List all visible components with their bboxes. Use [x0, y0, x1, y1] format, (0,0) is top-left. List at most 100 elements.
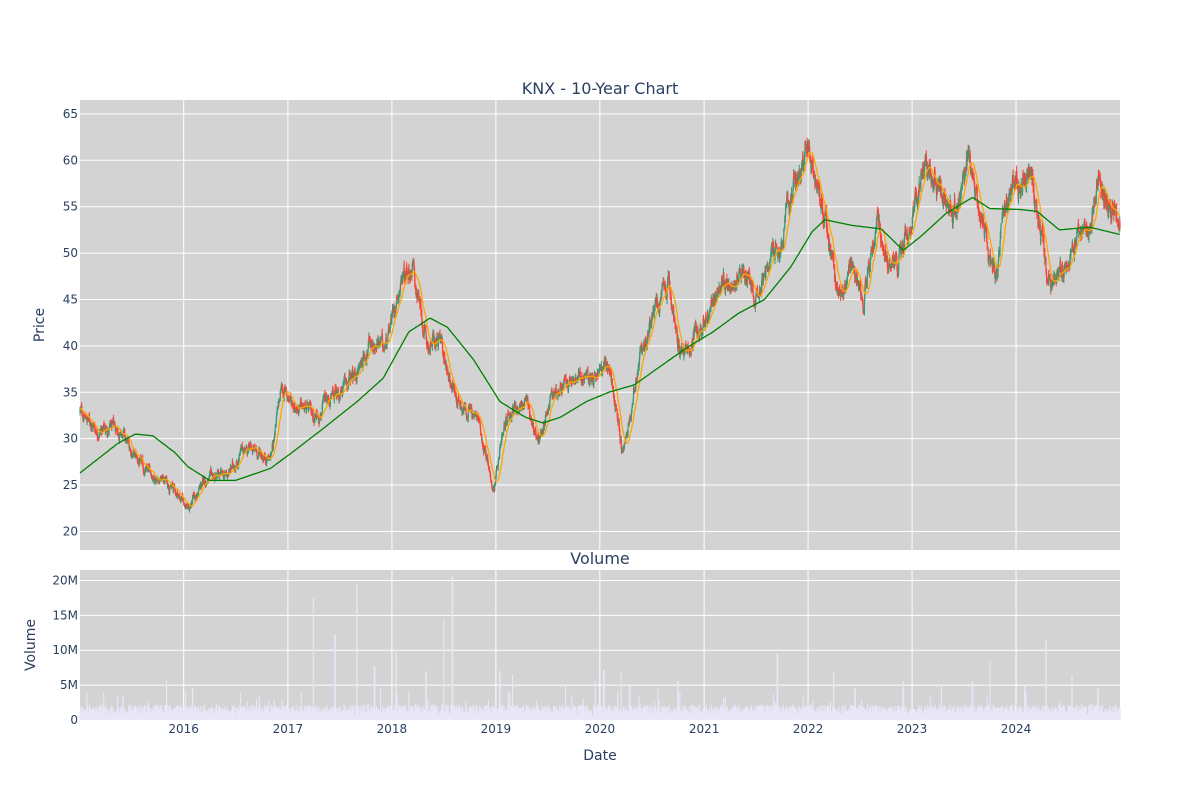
candle-body [509, 414, 511, 420]
candle-body [880, 240, 883, 245]
candle-body [512, 407, 514, 409]
candle-body [463, 404, 466, 409]
candle-body [603, 359, 606, 362]
candle-body [93, 424, 95, 426]
candle-body [984, 225, 986, 231]
candle-body [940, 181, 942, 192]
candle-body [324, 400, 326, 402]
candle-body [704, 316, 707, 326]
candle-body [665, 298, 667, 300]
candle-body [1042, 235, 1044, 240]
candle-body [1040, 234, 1042, 242]
candle-body [441, 338, 443, 346]
candle-body [968, 152, 970, 158]
candle-body [405, 273, 407, 281]
candle-body [83, 415, 85, 421]
candle-body [603, 362, 605, 366]
candle-body [131, 455, 133, 458]
candle-body [986, 230, 988, 237]
candle-body [986, 241, 988, 249]
candle-body [761, 280, 763, 289]
candle-body [938, 181, 941, 189]
candle-body [200, 487, 202, 489]
candle-body [717, 293, 719, 294]
candle-body [1036, 211, 1038, 215]
candle-body [771, 247, 773, 252]
candle-body [675, 328, 677, 332]
candle-body [803, 162, 805, 167]
candle-body [415, 285, 417, 295]
candle-body [692, 339, 694, 347]
candle-body [102, 427, 104, 429]
candle-body [779, 254, 781, 258]
candle-body [873, 246, 875, 249]
candle-body [480, 432, 482, 435]
candle-body [521, 403, 523, 408]
candle-body [831, 251, 833, 256]
candle-body [183, 500, 185, 504]
candle-body [514, 402, 516, 405]
candle-body [248, 446, 251, 449]
candle-body [254, 445, 256, 448]
candle-body [504, 422, 507, 429]
candle-body [90, 422, 92, 427]
candle-body [585, 373, 587, 378]
candle-body [593, 374, 595, 377]
candle-body [679, 353, 681, 356]
candle-body [719, 289, 721, 292]
candle-body [1049, 278, 1051, 284]
candle-body [925, 159, 928, 165]
candle-body [483, 450, 485, 452]
candle-body [791, 194, 793, 199]
candle-body [1043, 239, 1045, 252]
candle-body [643, 344, 645, 349]
candle-body [653, 308, 655, 314]
candle-body [1026, 170, 1028, 172]
candle-body [368, 337, 370, 339]
candle-body [695, 325, 697, 331]
candle-body [502, 432, 504, 435]
candle-body [829, 245, 831, 252]
candle-body [91, 425, 93, 427]
candle-body [625, 433, 627, 436]
candle-body [894, 255, 897, 257]
candle-body [488, 466, 490, 470]
candle-body [765, 266, 767, 273]
candle-body [782, 237, 785, 248]
candle-body [914, 192, 917, 197]
candle-body [888, 265, 890, 270]
candle-body [330, 392, 332, 396]
candle-body [911, 217, 913, 230]
candle-body [182, 496, 184, 500]
candle-body [874, 227, 877, 232]
candle-body [565, 380, 568, 384]
candle-body [326, 398, 328, 400]
candle-body [813, 172, 815, 177]
candle-body [239, 449, 241, 454]
candle-body [924, 156, 927, 164]
candle-body [444, 358, 446, 361]
candle-body [492, 486, 494, 489]
candle-body [998, 251, 1000, 252]
candle-body [720, 287, 722, 291]
candle-body [735, 284, 737, 286]
candle-body [929, 168, 932, 176]
candle-body [697, 331, 699, 337]
candle-body [412, 261, 414, 263]
candle-body [863, 298, 866, 311]
candle-body [834, 278, 837, 285]
candle-body [487, 455, 489, 463]
candle-body [346, 381, 348, 384]
candle-body [848, 266, 850, 271]
candle-body [928, 165, 931, 175]
candle-body [992, 262, 994, 267]
candle-body [1033, 187, 1035, 200]
candle-body [892, 256, 894, 260]
candle-body [1040, 231, 1042, 235]
candle-body [497, 460, 500, 465]
candle-body [175, 491, 177, 496]
candle-body [378, 341, 380, 344]
candle-body [890, 265, 893, 267]
candle-body [832, 252, 834, 258]
candle-body [394, 307, 396, 316]
